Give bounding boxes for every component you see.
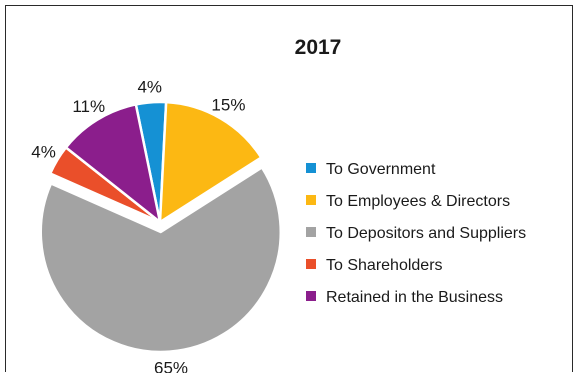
- pie-slices: [39, 100, 282, 354]
- chart-legend: To Government To Employees & Directors To …: [306, 161, 526, 306]
- pie-slice-to-depositors-and-suppliers: [39, 166, 282, 354]
- pie-label-to-shareholders: 4%: [31, 143, 56, 162]
- legend-swatch-retained-in-the-business: [306, 291, 316, 301]
- chart-frame: [5, 5, 573, 372]
- pie-slice-retained-in-the-business: [64, 103, 162, 224]
- legend-swatch-to-depositors-and-suppliers: [306, 227, 316, 237]
- legend-label-to-shareholders: To Shareholders: [326, 257, 443, 274]
- legend-swatch-to-shareholders: [306, 259, 316, 269]
- legend-label-to-depositors-and-suppliers: To Depositors and Suppliers: [326, 225, 526, 242]
- pie-percentage-labels: 4% 15% 65% 4% 11%: [31, 77, 245, 373]
- legend-label-to-government: To Government: [326, 161, 436, 178]
- pie-label-to-government: 4%: [137, 77, 162, 96]
- pie-label-to-depositors-and-suppliers: 65%: [154, 359, 188, 373]
- chart-title: 2017: [295, 36, 342, 59]
- pie-slice-to-employees-and-directors: [158, 100, 263, 224]
- legend-swatch-to-government: [306, 163, 316, 173]
- legend-swatch-to-employees-and-directors: [306, 195, 316, 205]
- pie-label-to-employees-and-directors: 15%: [211, 95, 245, 114]
- pie-label-retained-in-the-business: 11%: [72, 97, 105, 116]
- legend-label-to-employees-and-directors: To Employees & Directors: [326, 193, 510, 210]
- legend-label-retained-in-the-business: Retained in the Business: [326, 289, 503, 306]
